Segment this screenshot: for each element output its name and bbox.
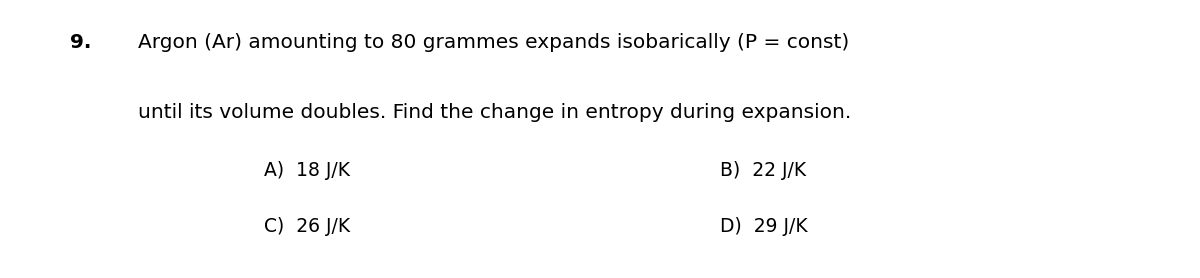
Text: B)  22 J/K: B) 22 J/K [720,161,806,180]
Text: until its volume doubles. Find the change in entropy during expansion.: until its volume doubles. Find the chang… [138,103,851,122]
Text: C)  26 J/K: C) 26 J/K [264,217,350,236]
Text: A)  18 J/K: A) 18 J/K [264,161,350,180]
Text: D)  29 J/K: D) 29 J/K [720,217,808,236]
Text: Argon (Ar) amounting to 80 grammes expands isobarically (P = const): Argon (Ar) amounting to 80 grammes expan… [138,33,850,52]
Text: 9.: 9. [70,33,91,52]
